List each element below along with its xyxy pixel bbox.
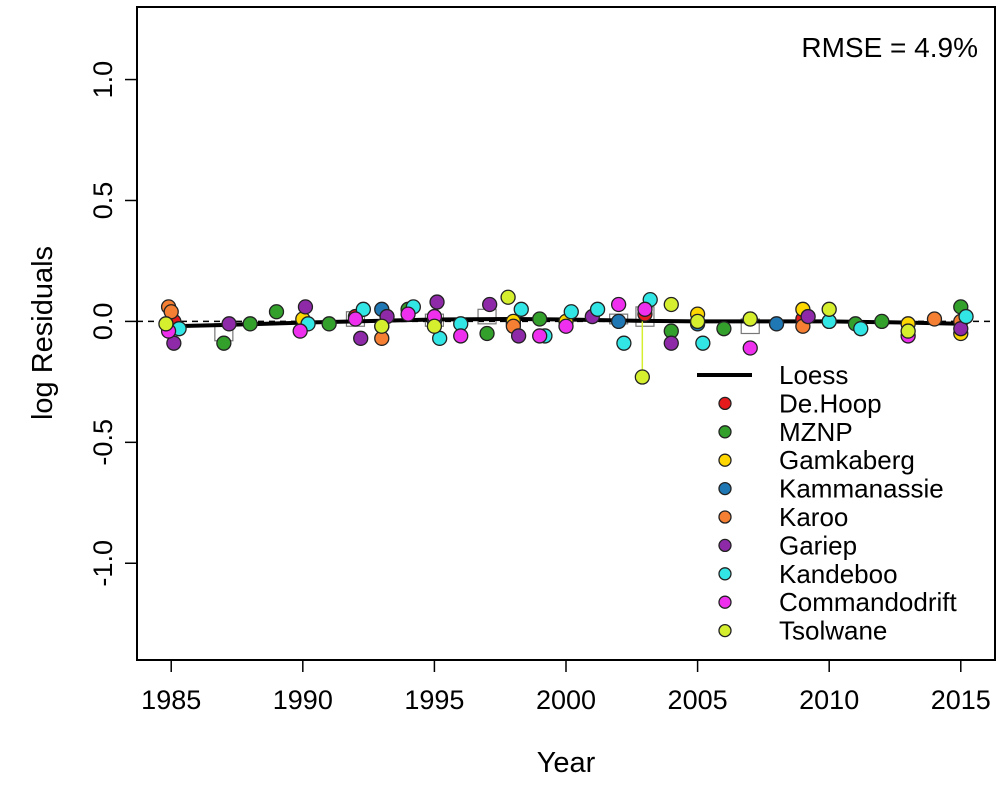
x-tick-label-2005: 2005 bbox=[668, 685, 728, 715]
point-gariep-2 bbox=[221, 316, 237, 332]
point-kammanassie-5 bbox=[768, 316, 785, 332]
legend-marker-kandeboo bbox=[718, 567, 732, 581]
point-mznp-3 bbox=[268, 304, 285, 320]
point-commandodrift-4 bbox=[400, 306, 416, 322]
legend: LoessDe.HoopMZNPGamkabergKammanassieKaro… bbox=[697, 360, 958, 646]
x-tick-label-2010: 2010 bbox=[799, 685, 859, 715]
axis-layer: 1985 1990 1995 2000 2005 2010 2015 -1.0 -0.5 0.0 0… bbox=[88, 61, 991, 715]
point-mznp-1 bbox=[216, 335, 232, 351]
point-gariep-6 bbox=[429, 294, 445, 310]
point-kandeboo-7 bbox=[513, 301, 529, 317]
point-tsolwane-10 bbox=[900, 323, 916, 339]
point-tsolwane-6 bbox=[663, 296, 679, 313]
point-commandodrift-8 bbox=[558, 318, 574, 334]
point-kandeboo-10 bbox=[589, 301, 606, 317]
point-kandeboo-13 bbox=[695, 335, 711, 351]
y-axis-label: log Residuals bbox=[27, 246, 59, 420]
legend-marker-commandodrift bbox=[718, 595, 732, 609]
point-commandodrift-10 bbox=[637, 301, 653, 317]
point-tsolwane-4 bbox=[500, 289, 516, 305]
y-tick-label-0.0: 0.0 bbox=[88, 303, 118, 341]
point-mznp-4 bbox=[321, 316, 337, 332]
legend-label-kandeboo: Kandeboo bbox=[779, 559, 898, 589]
point-commandodrift-7 bbox=[532, 328, 548, 344]
legend-label-gariep: Gariep bbox=[779, 530, 857, 560]
legend-label-de-hoop: De.Hoop bbox=[779, 388, 882, 418]
x-tick-label-1985: 1985 bbox=[141, 685, 201, 715]
point-gariep-3 bbox=[297, 299, 314, 315]
point-gariep-11 bbox=[800, 308, 816, 325]
point-commandodrift-11 bbox=[742, 340, 758, 356]
point-gariep-8 bbox=[510, 328, 527, 344]
x-tick-label-2015: 2015 bbox=[931, 685, 991, 715]
legend-marker-kammanassie bbox=[718, 481, 732, 496]
point-gariep-4 bbox=[353, 330, 369, 346]
point-gariep-7 bbox=[482, 296, 498, 313]
legend-marker-gariep bbox=[718, 538, 732, 553]
point-kandeboo-11 bbox=[616, 335, 632, 351]
x-tick-label-1995: 1995 bbox=[404, 685, 464, 715]
point-commandodrift-3 bbox=[347, 311, 364, 327]
y-tick-label--1.0: -1.0 bbox=[88, 540, 118, 587]
point-kandeboo-15 bbox=[853, 321, 869, 337]
point-mznp-6 bbox=[479, 325, 495, 342]
point-tsolwane-8 bbox=[742, 311, 758, 327]
point-commandodrift-2 bbox=[292, 323, 308, 339]
point-mznp-7 bbox=[532, 311, 548, 327]
legend-label-loess: Loess bbox=[779, 360, 848, 390]
legend-marker-tsolwane bbox=[718, 623, 732, 638]
legend-marker-gamkaberg bbox=[718, 453, 732, 467]
point-mznp-2 bbox=[242, 316, 258, 332]
point-kammanassie-3 bbox=[610, 313, 627, 330]
point-tsolwane-5 bbox=[634, 369, 650, 385]
point-commandodrift-9 bbox=[610, 296, 627, 313]
point-kandeboo-9 bbox=[563, 304, 579, 320]
legend-marker-mznp bbox=[718, 425, 732, 439]
point-tsolwane-3 bbox=[426, 318, 443, 334]
point-commandodrift-6 bbox=[453, 328, 469, 344]
legend-label-kammanassie: Kammanassie bbox=[779, 474, 944, 504]
point-karoo-6 bbox=[926, 311, 943, 327]
point-tsolwane-7 bbox=[689, 313, 706, 330]
point-gariep-10 bbox=[663, 335, 679, 351]
y-tick-label--0.5: -0.5 bbox=[88, 419, 118, 466]
point-tsolwane-9 bbox=[821, 301, 837, 317]
x-axis-label: Year bbox=[537, 747, 596, 779]
x-tick-label-2000: 2000 bbox=[536, 685, 596, 715]
legend-label-tsolwane: Tsolwane bbox=[779, 616, 887, 646]
y-tick-label-1.0: 1.0 bbox=[88, 61, 118, 99]
y-tick-label-0.5: 0.5 bbox=[88, 182, 118, 220]
point-mznp-12 bbox=[874, 313, 890, 330]
legend-marker-de-hoop bbox=[718, 396, 732, 411]
point-mznp-9 bbox=[716, 321, 732, 337]
point-tsolwane-1 bbox=[158, 316, 174, 332]
x-tick-label-1990: 1990 bbox=[273, 685, 333, 715]
rmse-annotation: RMSE = 4.9% bbox=[801, 32, 978, 63]
legend-label-mznp: MZNP bbox=[779, 417, 853, 447]
point-kandeboo-16 bbox=[958, 308, 974, 325]
plot-layer bbox=[137, 289, 995, 385]
legend-label-commandodrift: Commandodrift bbox=[779, 587, 958, 617]
point-tsolwane-2 bbox=[374, 318, 390, 334]
legend-label-gamkaberg: Gamkaberg bbox=[779, 445, 915, 475]
legend-marker-karoo bbox=[718, 510, 732, 524]
legend-label-karoo: Karoo bbox=[779, 502, 848, 532]
